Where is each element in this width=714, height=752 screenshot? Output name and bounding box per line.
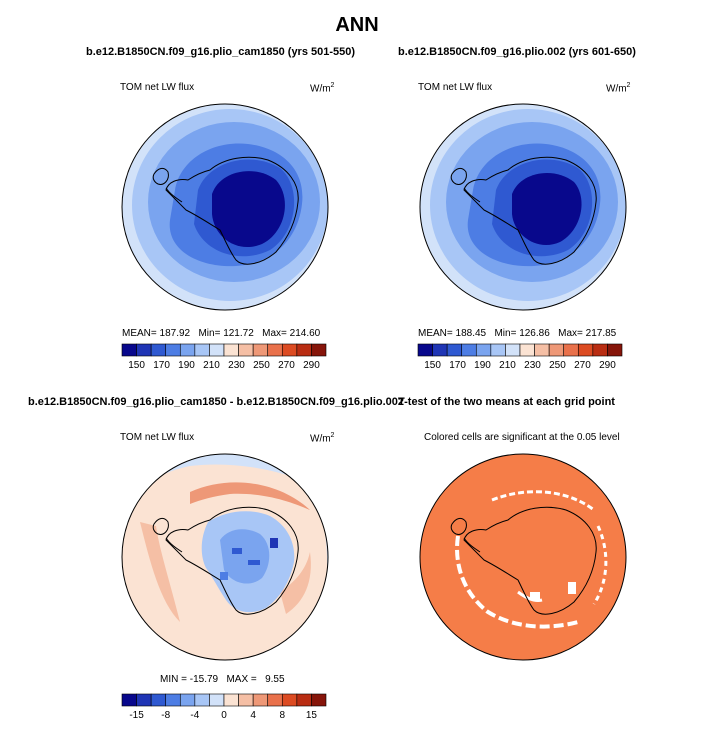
colorbar-top-left-box-12 xyxy=(296,343,312,357)
colorbar-top-left-box-13 xyxy=(311,343,327,357)
units-label-top-right: W/m2 xyxy=(606,82,631,95)
panel-title-top-left: b.e12.B1850CN.f09_g16.plio_cam1850 (yrs … xyxy=(86,46,356,58)
colorbar-top-left-box-2 xyxy=(150,343,167,357)
colorbar-top-left-box-8 xyxy=(238,343,254,357)
colorbar-top-left-label-2: 190 xyxy=(178,360,195,371)
colorbar-bottom-left-box-9 xyxy=(252,693,269,707)
colorbar-top-right-box-9 xyxy=(548,343,565,357)
colorbar-bottom-left-box-12 xyxy=(296,693,312,707)
colorbar-top-left-label-7: 290 xyxy=(303,360,320,371)
subtitle-bottom-right: Colored cells are significant at the 0.0… xyxy=(424,432,620,443)
colorbar-top-left-box-1 xyxy=(136,343,152,357)
colorbar-top-left-label-6: 270 xyxy=(278,360,295,371)
colorbar-top-right-box-13 xyxy=(607,343,623,357)
colorbar-top-left-label-5: 250 xyxy=(253,360,270,371)
colorbar-top-right-label-6: 270 xyxy=(574,360,591,371)
units-label-top-left: W/m2 xyxy=(310,82,335,95)
panel-title-top-right: b.e12.B1850CN.f09_g16.plio.002 (yrs 601-… xyxy=(398,46,636,58)
colorbar-top-left-box-4 xyxy=(179,343,196,357)
map-top-left xyxy=(121,103,329,311)
colorbar-top-right-label-2: 190 xyxy=(474,360,491,371)
colorbar-bottom-left-box-6 xyxy=(209,693,225,707)
colorbar-top-right-label-5: 250 xyxy=(549,360,566,371)
colorbar-bottom-left-label-3: 0 xyxy=(221,710,227,721)
colorbar-top-left-box-11 xyxy=(281,343,298,357)
colorbar-bottom-left-box-8 xyxy=(238,693,254,707)
colorbar-bottom-left-label-4: 4 xyxy=(250,710,256,721)
colorbar-top-left-box-10 xyxy=(267,343,283,357)
colorbar-top-right-label-4: 230 xyxy=(524,360,541,371)
colorbar-top-right-box-8 xyxy=(534,343,550,357)
colorbar-top-left-label-3: 210 xyxy=(203,360,220,371)
colorbar-top-left: 150 170 190 210 230 250 270 290 xyxy=(121,343,327,371)
colorbar-bottom-left-box-3 xyxy=(165,693,181,707)
colorbar-bottom-left: -15 -8 -4 0 4 8 15 xyxy=(121,693,327,721)
figure-title: ANN xyxy=(335,14,379,36)
colorbar-top-left-label-0: 150 xyxy=(128,360,145,371)
colorbar-top-right-box-5 xyxy=(490,343,506,357)
colorbar-bottom-left-box-0 xyxy=(121,693,137,707)
colorbar-bottom-left-label-2: -4 xyxy=(190,710,199,721)
variable-label-top-right: TOM net LW flux xyxy=(418,82,493,93)
colorbar-top-right-label-1: 170 xyxy=(449,360,466,371)
stats-top-right: MEAN= 188.45 Min= 126.86 Max= 217.85 xyxy=(418,328,617,339)
colorbar-top-right-label-0: 150 xyxy=(424,360,441,371)
colorbar-bottom-left-label-6: 15 xyxy=(306,710,318,721)
colorbar-top-right-box-2 xyxy=(446,343,463,357)
colorbar-top-left-box-3 xyxy=(165,343,181,357)
colorbar-bottom-left-box-2 xyxy=(150,693,167,707)
colorbar-top-left-label-1: 170 xyxy=(153,360,170,371)
colorbar-bottom-left-label-1: -8 xyxy=(161,710,170,721)
variable-label-top-left: TOM net LW flux xyxy=(120,82,195,93)
colorbar-bottom-left-box-11 xyxy=(281,693,298,707)
stats-top-left: MEAN= 187.92 Min= 121.72 Max= 214.60 xyxy=(122,328,321,339)
colorbar-top-left-box-5 xyxy=(194,343,210,357)
colorbar-top-right-box-0 xyxy=(417,343,433,357)
colorbar-top-right-box-7 xyxy=(519,343,535,357)
colorbar-top-left-box-9 xyxy=(252,343,269,357)
colorbar-bottom-left-box-10 xyxy=(267,693,283,707)
colorbar-bottom-left-box-4 xyxy=(179,693,196,707)
colorbar-top-right-label-3: 210 xyxy=(499,360,516,371)
panel-title-bottom-left: b.e12.B1850CN.f09_g16.plio_cam1850 - b.e… xyxy=(28,396,405,408)
map-top-right xyxy=(419,103,627,311)
colorbar-bottom-left-label-5: 8 xyxy=(280,710,286,721)
colorbar-bottom-left-box-13 xyxy=(311,693,327,707)
colorbar-bottom-left-box-5 xyxy=(194,693,210,707)
stats-bottom-left: MIN = -15.79 MAX = 9.55 xyxy=(160,674,285,685)
colorbar-top-right-box-6 xyxy=(505,343,521,357)
variable-label-bottom-left: TOM net LW flux xyxy=(120,432,195,443)
units-label-bottom-left: W/m2 xyxy=(310,432,335,445)
colorbar-top-right: 150 170 190 210 230 250 270 290 xyxy=(417,343,623,371)
colorbar-top-right-label-7: 290 xyxy=(599,360,616,371)
colorbar-top-left-label-4: 230 xyxy=(228,360,245,371)
map-bottom-left xyxy=(121,453,329,661)
colorbar-top-left-box-7 xyxy=(223,343,239,357)
colorbar-bottom-left-label-0: -15 xyxy=(129,710,144,721)
colorbar-top-right-box-1 xyxy=(432,343,448,357)
colorbar-top-right-box-4 xyxy=(475,343,492,357)
colorbar-top-right-box-12 xyxy=(592,343,608,357)
colorbar-top-right-box-3 xyxy=(461,343,477,357)
colorbar-top-right-box-11 xyxy=(577,343,594,357)
panel-title-bottom-right: T-test of the two means at each grid poi… xyxy=(398,396,615,408)
colorbar-bottom-left-box-7 xyxy=(223,693,239,707)
map-bottom-right xyxy=(419,453,627,661)
colorbar-bottom-left-box-1 xyxy=(136,693,152,707)
colorbar-top-left-box-6 xyxy=(209,343,225,357)
colorbar-top-right-box-10 xyxy=(563,343,579,357)
colorbar-top-left-box-0 xyxy=(121,343,137,357)
